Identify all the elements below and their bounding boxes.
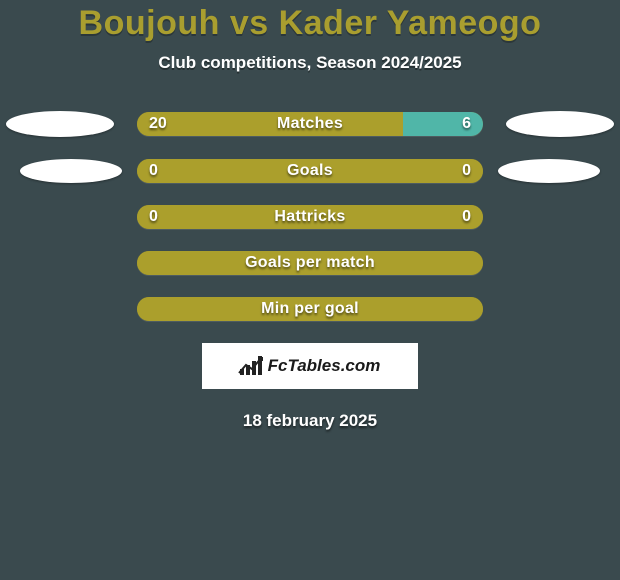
player-right-ellipse bbox=[498, 159, 600, 183]
infographic-root: Boujouh vs Kader Yameogo Club competitio… bbox=[0, 0, 620, 580]
page-title: Boujouh vs Kader Yameogo bbox=[0, 4, 620, 43]
logo-box: FcTables.com bbox=[202, 343, 418, 389]
stat-label: Goals bbox=[137, 159, 483, 183]
stat-row: Min per goal bbox=[0, 297, 620, 321]
stat-row: 00Hattricks bbox=[0, 205, 620, 229]
logo-chart-icon bbox=[240, 357, 262, 375]
stat-bar: 00Goals bbox=[137, 159, 483, 183]
stat-bar: Goals per match bbox=[137, 251, 483, 275]
stat-row: 206Matches bbox=[0, 111, 620, 137]
footer-date: 18 february 2025 bbox=[0, 411, 620, 431]
stat-rows: 206Matches 00Goals 00Hattricks Goals per ma… bbox=[0, 111, 620, 321]
stat-label: Matches bbox=[137, 112, 483, 136]
stat-bar: 00Hattricks bbox=[137, 205, 483, 229]
logo-text: FcTables.com bbox=[268, 356, 381, 376]
stat-bar: 206Matches bbox=[137, 112, 483, 136]
stat-label: Goals per match bbox=[137, 251, 483, 275]
stat-row: 00Goals bbox=[0, 159, 620, 183]
subtitle: Club competitions, Season 2024/2025 bbox=[0, 53, 620, 73]
stat-label: Min per goal bbox=[137, 297, 483, 321]
player-right-ellipse bbox=[506, 111, 614, 137]
player-left-ellipse bbox=[6, 111, 114, 137]
stat-row: Goals per match bbox=[0, 251, 620, 275]
player-left-ellipse bbox=[20, 159, 122, 183]
stat-label: Hattricks bbox=[137, 205, 483, 229]
stat-bar: Min per goal bbox=[137, 297, 483, 321]
